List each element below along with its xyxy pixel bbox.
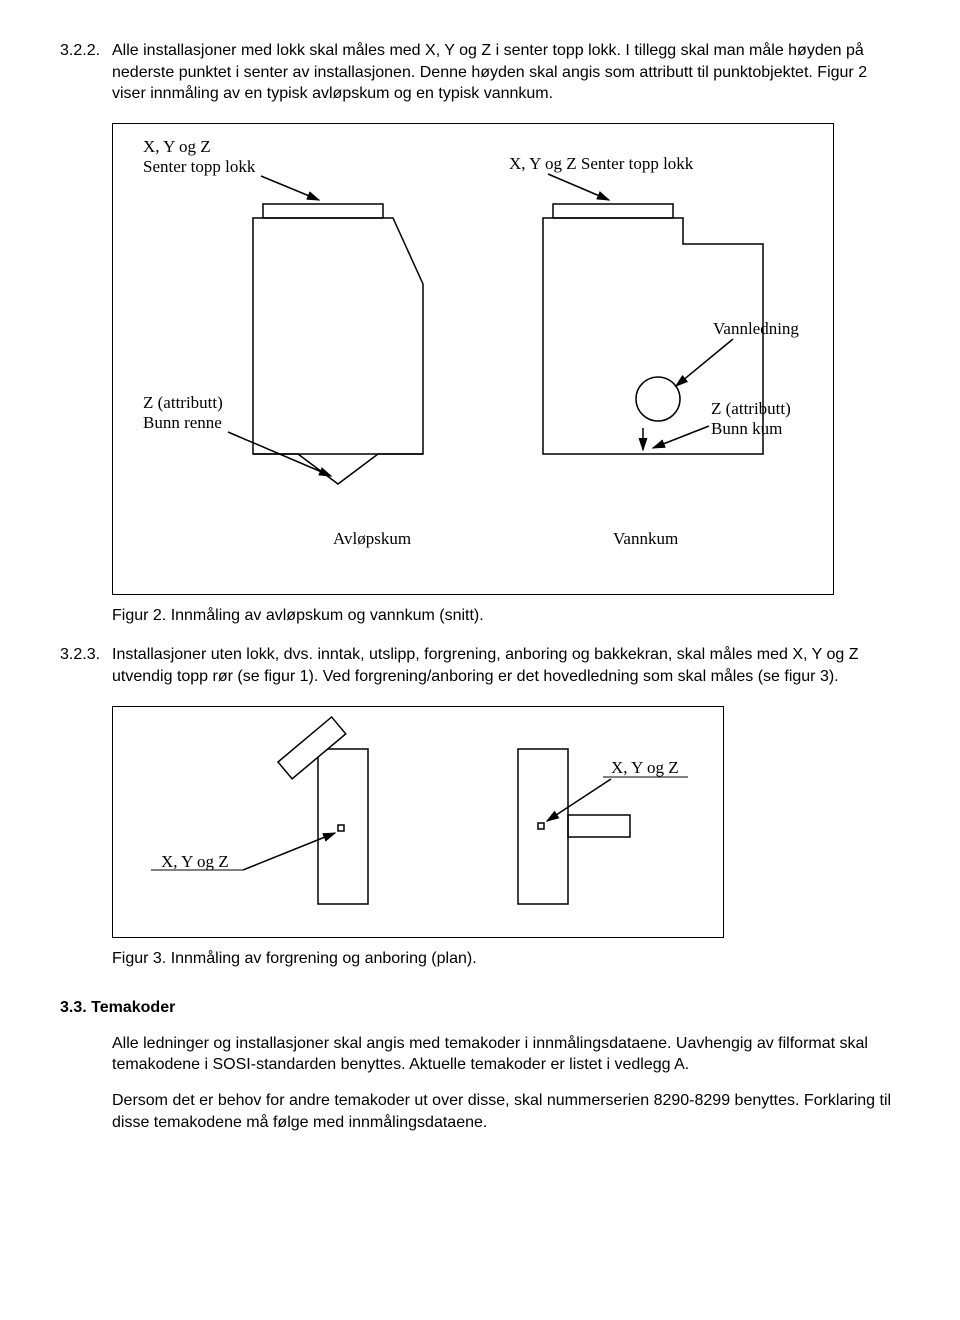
fig2-label-zattr-right-1: Z (attributt)	[711, 399, 791, 418]
fig3-label-right: X, Y og Z	[611, 758, 679, 777]
figure-2-box: X, Y og Z Senter topp lokk X, Y og Z Sen…	[112, 123, 834, 595]
fig2-label-zattr-right-2: Bunn kum	[711, 419, 782, 438]
figure-3-svg: X, Y og Z X, Y og Z	[113, 707, 723, 937]
section-number: 3.2.2.	[60, 40, 112, 105]
figure-2-caption: Figur 2. Innmåling av avløpskum og vannk…	[112, 605, 900, 627]
fig2-label-vannledning: Vannledning	[713, 319, 799, 338]
fig2-label-topleft-2: Senter topp lokk	[143, 157, 256, 176]
fig2-label-zattr-left-1: Z (attributt)	[143, 393, 223, 412]
section-3-3-heading: 3.3. Temakoder	[60, 997, 900, 1019]
section-text: Alle installasjoner med lokk skal måles …	[112, 40, 900, 105]
fig2-vannkum: Vannkum	[613, 529, 678, 548]
fig2-label-zattr-left-2: Bunn renne	[143, 413, 222, 432]
figure-3-box: X, Y og Z X, Y og Z	[112, 706, 724, 938]
fig2-label-topright: X, Y og Z Senter topp lokk	[509, 154, 694, 173]
figure-3-caption: Figur 3. Innmåling av forgrening og anbo…	[112, 948, 900, 970]
fig2-avlopskum: Avløpskum	[333, 529, 411, 548]
section-3-2-3: 3.2.3. Installasjoner uten lokk, dvs. in…	[60, 644, 900, 687]
section-3-3-para1: Alle ledninger og installasjoner skal an…	[112, 1033, 900, 1076]
section-number: 3.2.3.	[60, 644, 112, 687]
section-3-3-para2: Dersom det er behov for andre temakoder …	[112, 1090, 900, 1133]
fig2-label-topleft-1: X, Y og Z	[143, 137, 211, 156]
section-text: Installasjoner uten lokk, dvs. inntak, u…	[112, 644, 900, 687]
figure-2-svg: X, Y og Z Senter topp lokk X, Y og Z Sen…	[113, 124, 833, 594]
section-3-2-2: 3.2.2. Alle installasjoner med lokk skal…	[60, 40, 900, 105]
fig3-label-left: X, Y og Z	[161, 852, 229, 871]
